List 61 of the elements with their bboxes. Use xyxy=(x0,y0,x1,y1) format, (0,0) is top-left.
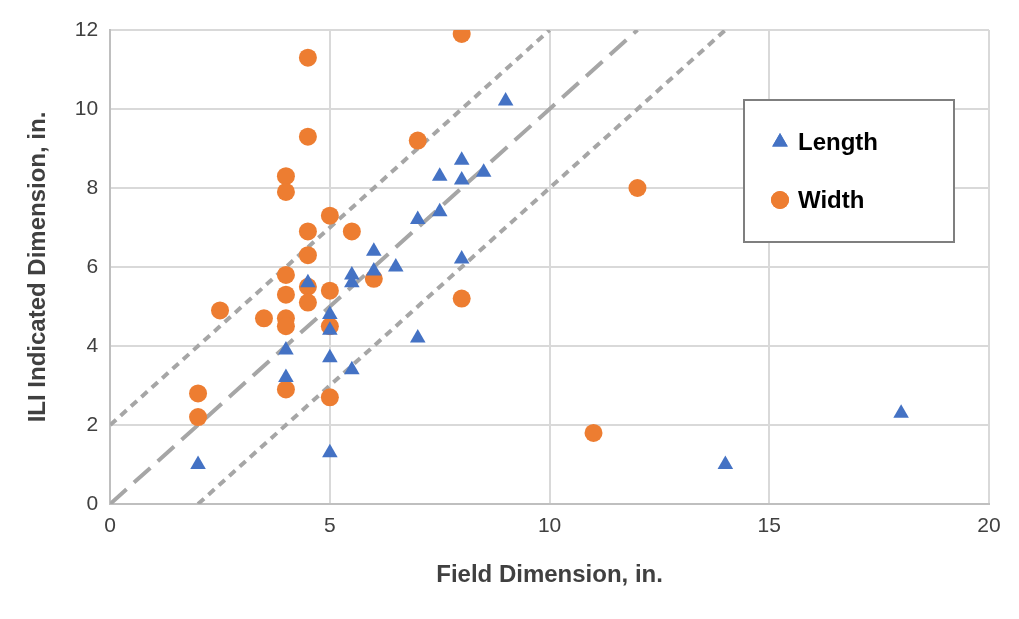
point xyxy=(322,443,338,458)
point xyxy=(298,246,317,265)
point xyxy=(453,171,470,185)
point xyxy=(453,151,470,165)
point xyxy=(189,384,208,403)
point xyxy=(278,368,294,383)
y-tick-label: 12 xyxy=(74,16,99,40)
point xyxy=(408,131,427,150)
point xyxy=(320,206,339,225)
point xyxy=(387,258,404,272)
y-tick-label: 10 xyxy=(74,95,99,119)
point xyxy=(298,222,317,241)
point xyxy=(628,179,647,197)
point xyxy=(278,340,294,355)
point xyxy=(344,360,360,375)
x-axis-title: Field Dimension, in. xyxy=(436,560,663,588)
y-tick-label: 8 xyxy=(86,174,99,198)
point xyxy=(366,261,382,276)
point xyxy=(300,273,316,288)
point xyxy=(893,404,909,418)
point xyxy=(409,329,426,343)
point xyxy=(717,455,734,469)
point xyxy=(298,293,317,312)
x-tick-label: 5 xyxy=(324,513,336,537)
x-tick-label: 15 xyxy=(757,513,781,537)
y-tick-label: 0 xyxy=(86,490,99,514)
y-tick-label: 4 xyxy=(86,332,99,356)
y-axis-title: ILI Indicated Dimension, in. xyxy=(23,111,51,423)
point xyxy=(322,321,338,335)
point xyxy=(431,202,448,217)
point xyxy=(190,455,206,469)
point xyxy=(452,289,471,308)
point xyxy=(276,285,295,304)
point xyxy=(453,250,470,264)
point xyxy=(211,301,230,320)
point xyxy=(320,281,339,300)
point xyxy=(342,222,361,241)
point xyxy=(320,388,339,407)
point xyxy=(298,127,317,146)
point xyxy=(497,92,514,106)
x-tick-label: 10 xyxy=(537,513,562,537)
point xyxy=(276,167,295,186)
x-tick-label: 0 xyxy=(104,513,116,537)
point xyxy=(189,408,208,427)
point xyxy=(276,380,295,399)
point xyxy=(322,348,338,363)
point xyxy=(409,210,426,225)
y-tick-label: 6 xyxy=(86,253,99,277)
y-tick-label: 2 xyxy=(86,411,99,435)
point xyxy=(298,48,317,67)
point xyxy=(475,163,492,177)
point xyxy=(322,305,338,319)
x-tick-label: 20 xyxy=(977,513,1001,537)
legend-label: Length xyxy=(798,127,878,155)
point xyxy=(276,182,295,201)
point xyxy=(276,265,295,284)
point xyxy=(431,167,448,181)
point xyxy=(584,423,603,442)
point xyxy=(254,309,273,328)
legend-label: Width xyxy=(798,185,865,213)
point xyxy=(366,242,382,256)
